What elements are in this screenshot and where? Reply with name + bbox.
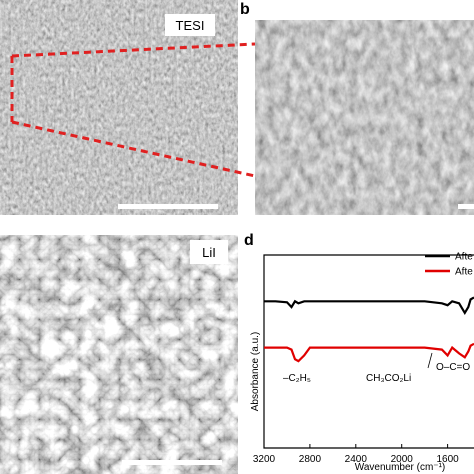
x-tick-label: 1600 [436, 454, 459, 465]
label-box [190, 240, 228, 264]
scale-bar [122, 460, 222, 465]
annotation: –C₂H₅ [283, 373, 311, 384]
spectrum-line [264, 296, 474, 316]
spectrum-line [264, 342, 474, 363]
x-tick-label: 2000 [391, 454, 414, 465]
sem-image [0, 235, 238, 474]
axis-frame [263, 254, 474, 449]
x-tick-label: 2800 [299, 454, 322, 465]
annotation: O–C=O [436, 362, 470, 373]
x-tick-label: 2400 [345, 454, 368, 465]
x-axis-title: Wavenumber (cm⁻¹) [355, 462, 445, 473]
annotation: CH₃CO₂Li [366, 373, 411, 384]
annotation-pointer [427, 352, 433, 369]
legend-label: Afte [455, 252, 473, 263]
x-tick-label: 3200 [253, 454, 276, 465]
label-box [165, 14, 215, 36]
legend-label: Afte [455, 267, 473, 278]
scale-bar [118, 204, 218, 209]
y-axis-title: Absorbance (a.u.) [250, 332, 261, 412]
panel-letter: b [240, 1, 250, 18]
zoom-indicator [10, 42, 256, 178]
panel-letter: d [244, 232, 254, 249]
panel-label: LiI [202, 245, 216, 260]
scale-bar [458, 204, 474, 209]
sem-image [255, 20, 474, 215]
panel-label: TESI [176, 18, 205, 33]
